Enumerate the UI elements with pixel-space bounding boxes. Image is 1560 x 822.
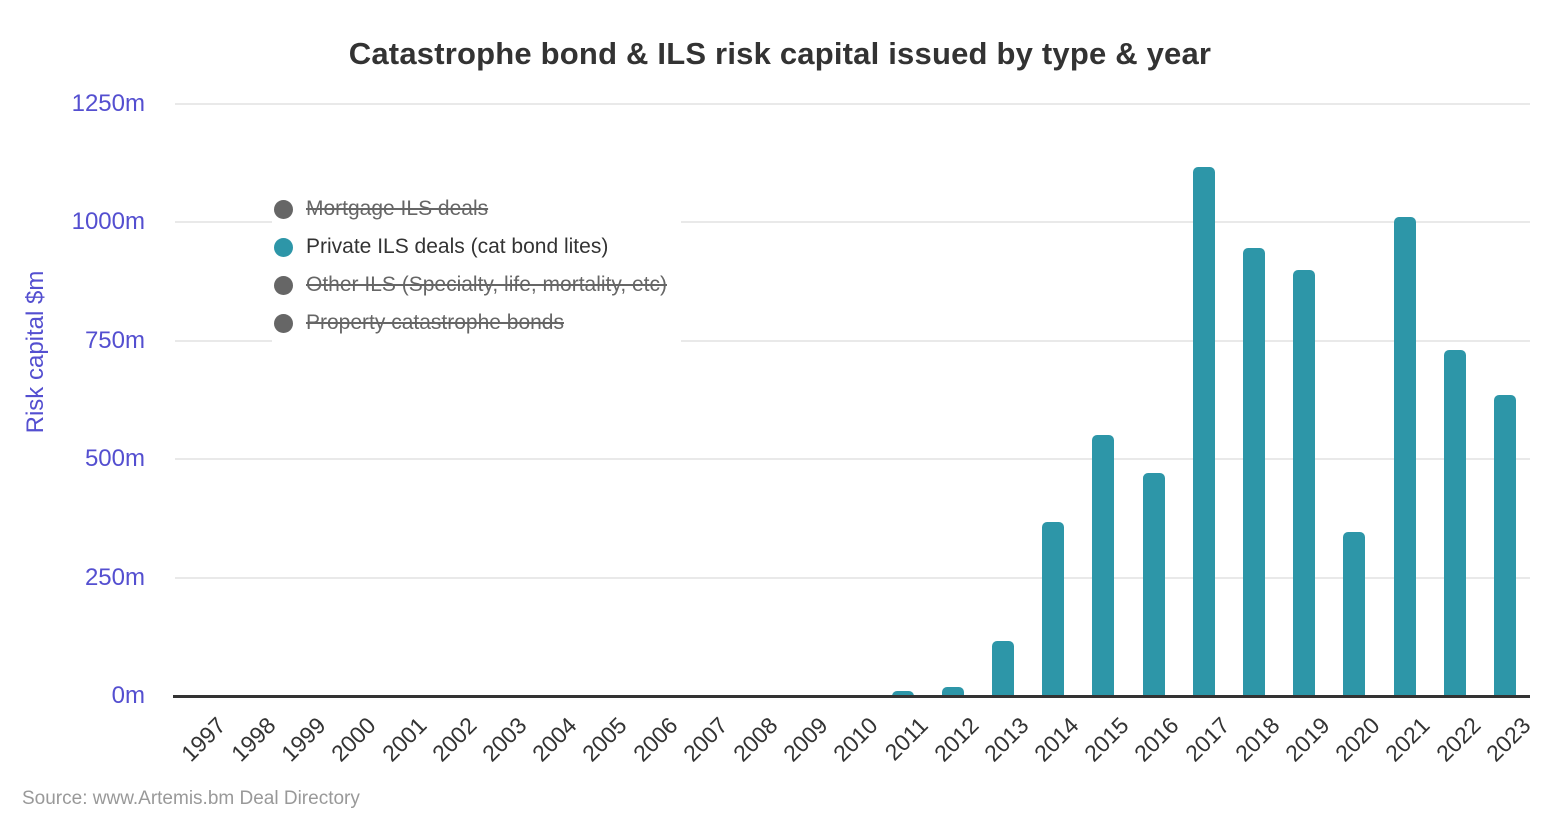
bar-2013[interactable] [992, 641, 1015, 696]
legend-label: Property catastrophe bonds [306, 311, 564, 334]
chart-title: Catastrophe bond & ILS risk capital issu… [348, 36, 1212, 71]
bar-2023[interactable] [1493, 395, 1516, 696]
x-axis-label-2021: 2021 [1380, 712, 1435, 767]
legend: Mortgage ILS deals Private ILS deals (cat… [272, 188, 681, 348]
x-axis-label-2023: 2023 [1480, 712, 1536, 767]
x-axis-label-2003: 2003 [477, 712, 532, 767]
x-axis-line [173, 695, 1530, 698]
bar-2014[interactable] [1042, 521, 1065, 696]
legend-marker-icon [274, 199, 293, 219]
y-axis-label-500m: 500m [84, 445, 145, 472]
gridline-1250m [175, 102, 1530, 105]
x-axis-label-2013: 2013 [978, 712, 1034, 767]
x-axis-label-2014: 2014 [1029, 712, 1084, 767]
x-axis-label-2019: 2019 [1279, 712, 1335, 767]
gridline-750m [175, 339, 1530, 342]
bar-2021[interactable] [1393, 217, 1416, 696]
legend-item-mortgage-ils-deals[interactable]: Mortgage ILS deals [274, 190, 667, 228]
legend-label: Other ILS (Specialty, life, mortality, e… [306, 273, 667, 296]
x-axis-label-1999: 1999 [276, 712, 331, 767]
x-axis-label-1997: 1997 [175, 712, 231, 767]
legend-marker-icon [274, 237, 293, 257]
gridline-500m [175, 458, 1530, 460]
x-axis-label-2016: 2016 [1129, 712, 1185, 767]
gridline-1000m [175, 221, 1530, 223]
x-axis-label-2011: 2011 [879, 712, 934, 766]
x-axis-label-2017: 2017 [1179, 712, 1235, 767]
legend-marker-icon [274, 313, 293, 333]
bar-2019[interactable] [1293, 270, 1316, 696]
bar-2018[interactable] [1242, 248, 1265, 696]
bar-2012[interactable] [941, 687, 964, 696]
x-axis-label-2006: 2006 [627, 712, 683, 767]
x-axis-label-2001: 2001 [376, 712, 432, 767]
bar-2017[interactable] [1192, 167, 1215, 696]
x-axis-label-2010: 2010 [828, 712, 883, 767]
x-axis-label-2008: 2008 [727, 712, 783, 767]
x-axis-label-2012: 2012 [928, 712, 984, 767]
x-axis-label-2022: 2022 [1430, 712, 1486, 767]
bar-2016[interactable] [1142, 473, 1165, 696]
x-axis-label-2015: 2015 [1079, 712, 1134, 767]
x-axis-label-2005: 2005 [577, 712, 632, 767]
y-axis-label-250m: 250m [84, 563, 145, 591]
x-axis-label-1998: 1998 [226, 712, 281, 767]
bar-2022[interactable] [1443, 349, 1466, 696]
x-axis-label-2002: 2002 [426, 712, 482, 767]
x-axis-label-2009: 2009 [778, 712, 833, 767]
legend-label: Mortgage ILS deals [306, 197, 489, 220]
x-axis-label-2018: 2018 [1229, 712, 1285, 767]
x-axis-label-2020: 2020 [1330, 712, 1385, 767]
legend-marker-icon [274, 275, 293, 295]
y-axis-label-750m: 750m [84, 326, 145, 354]
x-axis-label-2000: 2000 [326, 712, 382, 767]
source-note: Source: www.Artemis.bm Deal Directory [22, 788, 360, 809]
bar-2011[interactable] [891, 691, 914, 696]
x-axis-label-2004: 2004 [527, 712, 582, 767]
legend-item-other-ils-specialty-life-mortality-etc[interactable]: Other ILS (Specialty, life, mortality, e… [274, 266, 667, 304]
legend-item-property-catastrophe-bonds[interactable]: Property catastrophe bonds [274, 304, 667, 342]
legend-label: Private ILS deals (cat bond lites) [306, 235, 609, 258]
y-axis-label-1000m: 1000m [71, 208, 145, 235]
legend-item-private-ils-deals-cat-bond-lites[interactable]: Private ILS deals (cat bond lites) [274, 228, 667, 266]
y-axis-label-0m: 0m [111, 682, 145, 709]
bar-2015[interactable] [1092, 435, 1115, 696]
y-axis-label-1250m: 1250m [71, 89, 145, 117]
gridline-250m [175, 576, 1530, 579]
bar-2020[interactable] [1343, 531, 1366, 696]
x-axis-label-2007: 2007 [677, 712, 733, 767]
